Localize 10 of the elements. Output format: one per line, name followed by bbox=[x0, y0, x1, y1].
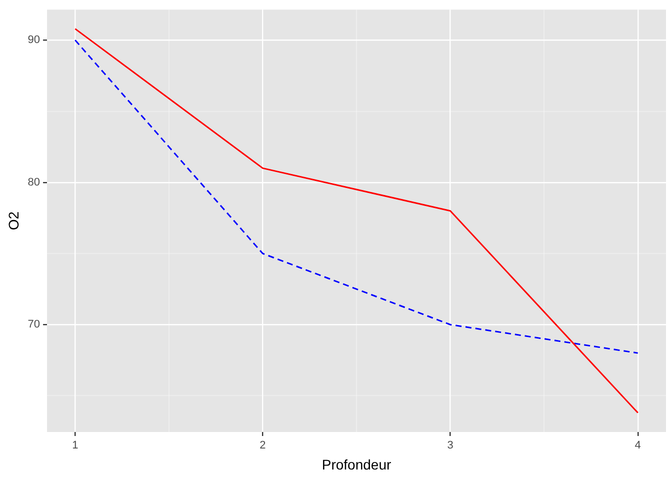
line-series bbox=[74, 39, 639, 354]
x-tick-label: 3 bbox=[447, 440, 454, 452]
x-tick-label: 1 bbox=[72, 440, 78, 452]
y-tick-label: 80 bbox=[28, 176, 40, 188]
y-axis-title: O2 bbox=[5, 211, 22, 230]
x-axis-title: Profondeur bbox=[322, 456, 392, 472]
y-tick-label: 90 bbox=[28, 34, 40, 46]
x-tick-label: 2 bbox=[260, 440, 266, 452]
y-tick-label: 70 bbox=[28, 318, 40, 331]
x-tick-label: 4 bbox=[634, 440, 641, 452]
